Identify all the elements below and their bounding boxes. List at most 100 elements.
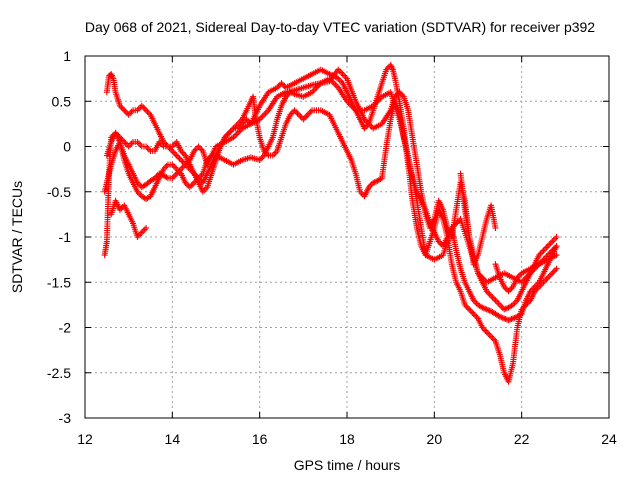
data-point — [291, 107, 298, 114]
plot-frame — [84, 55, 610, 419]
x-tick-label: 14 — [165, 431, 181, 447]
data-point — [483, 329, 490, 336]
data-point-dense — [262, 110, 269, 117]
data-point — [544, 274, 551, 281]
data-point-dense — [140, 104, 147, 111]
series-7 — [492, 252, 560, 295]
y-tick-label: -1 — [59, 229, 72, 245]
data-point-dense — [469, 309, 476, 316]
data-point-dense — [233, 131, 240, 138]
y-tick-label: -2.5 — [47, 365, 71, 381]
data-point-dense — [482, 327, 489, 334]
data-point-dense — [236, 128, 243, 135]
y-tick-label: 0.5 — [52, 93, 72, 109]
data-point-dense — [485, 330, 492, 337]
data-point-dense — [170, 149, 177, 156]
data-point-dense — [176, 155, 183, 162]
x-tick-label: 16 — [252, 431, 268, 447]
data-point-dense — [189, 181, 196, 188]
data-point-dense — [163, 141, 170, 148]
data-point — [125, 111, 132, 118]
data-point — [138, 102, 145, 109]
data-point-dense — [495, 300, 502, 307]
data-point — [121, 107, 128, 114]
data-point — [549, 270, 556, 277]
data-point-dense — [306, 110, 313, 117]
y-tick-label: 0 — [63, 139, 71, 155]
data-point-dense — [196, 145, 203, 152]
data-point-dense — [172, 164, 179, 171]
data-point — [470, 310, 477, 317]
data-point-dense — [294, 110, 301, 117]
data-point-dense — [166, 145, 173, 152]
data-point-dense — [135, 140, 142, 147]
data-point-dense — [137, 230, 144, 237]
plot-area — [101, 62, 560, 385]
data-point-dense — [167, 146, 174, 153]
data-point-dense — [467, 307, 474, 314]
data-point-dense — [141, 105, 148, 112]
data-point-dense — [119, 105, 126, 112]
data-point-dense — [311, 86, 318, 93]
data-point — [505, 288, 512, 295]
data-point-dense — [172, 151, 179, 158]
data-point-dense — [507, 286, 514, 293]
y-axis: 1 0.5 0 -0.5 -1 -1.5 -2 -2.5 -3 — [47, 48, 609, 426]
data-point — [178, 157, 185, 164]
chart-title: Day 068 of 2021, Sidereal Day-to-day VTE… — [85, 19, 595, 35]
series-1 — [101, 62, 560, 385]
data-point — [186, 184, 193, 191]
data-point-dense — [550, 268, 557, 275]
data-point-dense — [533, 282, 540, 289]
data-point-dense — [175, 154, 182, 161]
data-point-dense — [547, 240, 554, 247]
data-point-dense — [170, 163, 177, 170]
data-point-dense — [231, 123, 238, 130]
data-point-dense — [179, 164, 186, 171]
data-point-dense — [464, 304, 471, 311]
data-point-dense — [307, 108, 314, 115]
data-point-dense — [552, 267, 559, 274]
data-point-dense — [489, 294, 496, 301]
data-point — [553, 243, 560, 250]
data-point-dense — [227, 128, 234, 135]
data-point-dense — [135, 105, 142, 112]
data-point-dense — [175, 167, 182, 174]
data-point — [492, 297, 499, 304]
x-tick-label: 20 — [427, 431, 443, 447]
data-point-dense — [304, 111, 311, 118]
data-point-dense — [127, 141, 134, 148]
data-point — [143, 224, 150, 231]
data-point — [300, 116, 307, 123]
data-point — [553, 265, 560, 272]
grid — [85, 56, 609, 418]
y-tick-label: -0.5 — [47, 184, 71, 200]
data-point — [466, 306, 473, 313]
data-point — [488, 292, 495, 299]
x-axis-label: GPS time / hours — [294, 457, 401, 473]
x-tick-label: 24 — [601, 431, 617, 447]
data-point-dense — [552, 235, 559, 242]
data-point-dense — [141, 226, 148, 233]
data-point — [531, 283, 538, 290]
data-point — [540, 247, 547, 254]
series-6 — [457, 170, 499, 268]
y-axis-label: SDTVAR / TECUs — [9, 181, 25, 293]
data-point-dense — [301, 114, 308, 121]
data-point-dense — [137, 141, 144, 148]
data-point-dense — [229, 126, 236, 133]
series-5 — [108, 197, 150, 240]
x-tick-label: 12 — [77, 431, 93, 447]
data-point — [295, 111, 302, 118]
data-point-dense — [338, 69, 345, 76]
data-point — [143, 107, 150, 114]
data-point-dense — [259, 113, 266, 120]
data-point-dense — [122, 108, 129, 115]
data-point-dense — [547, 271, 554, 278]
data-point-dense — [258, 155, 265, 162]
data-point-dense — [332, 81, 339, 88]
data-point-dense — [271, 151, 278, 158]
data-point-dense — [472, 312, 479, 319]
series-3 — [101, 66, 560, 313]
